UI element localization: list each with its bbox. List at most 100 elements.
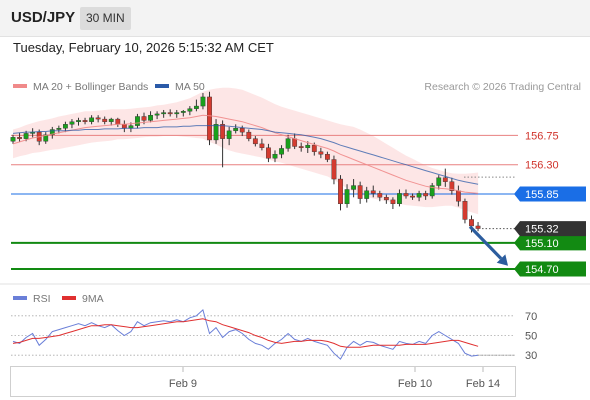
candle <box>200 93 206 110</box>
candle <box>226 126 232 146</box>
candle <box>193 99 199 112</box>
last-price-label: 155.32 <box>514 221 586 237</box>
candle <box>462 198 468 224</box>
candle-body <box>10 137 16 142</box>
candle-body <box>436 177 442 186</box>
candle <box>442 168 448 187</box>
copyright-text: Research © 2026 Trading Central <box>424 81 581 93</box>
candle-body <box>174 112 180 115</box>
candle <box>390 197 396 210</box>
candle-body <box>141 116 147 121</box>
timeframe-badge[interactable]: 30 MIN <box>80 7 131 30</box>
candle <box>17 132 22 142</box>
candle <box>10 134 16 144</box>
candle-body <box>89 117 95 122</box>
timestamp: Tuesday, February 10, 2026 5:15:32 AM CE… <box>13 40 274 55</box>
candle-body <box>246 131 252 139</box>
ma50-legend-swatch <box>155 84 169 88</box>
ma9-line <box>12 318 479 348</box>
candle-body <box>325 154 330 160</box>
candle-body <box>279 148 284 155</box>
candle-body <box>370 190 376 194</box>
candle-body <box>357 185 363 199</box>
candle <box>161 109 167 118</box>
candle-body <box>63 124 68 129</box>
candle <box>49 126 55 139</box>
candle <box>279 145 284 159</box>
candle <box>266 143 271 163</box>
projection-arrow-head <box>496 254 508 266</box>
candle-body <box>311 144 317 152</box>
candle <box>410 193 415 200</box>
candle <box>272 150 278 163</box>
ma50-line <box>12 125 479 185</box>
rsi-line <box>12 308 479 360</box>
candle <box>364 186 370 203</box>
rsi-legend-label: RSI <box>33 293 51 305</box>
candle-body <box>266 147 271 159</box>
candle-body <box>403 193 409 197</box>
candle <box>383 194 389 204</box>
candle-body <box>226 130 232 139</box>
candle <box>397 189 402 207</box>
ma9-legend-label: 9MA <box>82 293 104 305</box>
last-price-bg <box>514 221 586 237</box>
candle <box>423 190 429 200</box>
candle <box>285 134 291 152</box>
candle-body <box>180 111 186 113</box>
candle <box>76 117 81 126</box>
candle-body <box>187 108 193 112</box>
candle <box>167 109 173 117</box>
last-price-text: 155.32 <box>525 224 559 236</box>
candle-body <box>318 151 324 155</box>
level-tag-text: 154.70 <box>525 264 559 276</box>
level-label-155.10: 155.10 <box>514 235 586 251</box>
candle-body <box>383 197 389 201</box>
candle <box>102 116 108 125</box>
candle-body <box>344 189 350 205</box>
candle-body <box>220 124 225 139</box>
candle <box>351 179 356 198</box>
candle-body <box>469 219 474 227</box>
candle-body <box>102 118 108 122</box>
candle <box>89 115 95 125</box>
rsi-tick-50: 50 <box>525 331 537 343</box>
candle <box>305 141 311 153</box>
rsi-legend-swatch <box>13 296 27 300</box>
candle-body <box>49 129 55 135</box>
level-tag-bg <box>514 186 586 202</box>
candle-body <box>161 112 167 115</box>
bollinger-band-area <box>13 87 479 215</box>
candle-body <box>252 138 258 145</box>
candle <box>429 182 435 199</box>
candle <box>318 147 324 159</box>
candle <box>325 151 330 163</box>
symbol-title: USD/JPY <box>11 9 76 26</box>
candle <box>213 119 219 144</box>
candle <box>69 119 75 129</box>
candle-body <box>43 134 49 142</box>
candle <box>377 190 383 202</box>
candle-body <box>82 120 88 122</box>
candle-body <box>76 120 81 122</box>
time-tick-label: Feb 10 <box>398 378 432 390</box>
candle-body <box>154 113 160 116</box>
candle-body <box>233 128 239 132</box>
candle <box>246 129 252 142</box>
candle-body <box>475 225 481 229</box>
candle <box>187 106 193 116</box>
candle-body <box>462 200 468 220</box>
candle-body <box>17 137 22 139</box>
level-tag-bg <box>514 235 586 251</box>
candle <box>207 91 212 146</box>
candle <box>370 185 376 198</box>
ma9-legend-swatch <box>62 296 76 300</box>
candle-body <box>305 144 311 148</box>
candle <box>344 184 350 208</box>
candle <box>174 109 180 118</box>
level-tag-text: 155.85 <box>525 189 559 201</box>
candle-body <box>423 193 429 197</box>
candle-body <box>298 146 304 148</box>
candle-body <box>397 193 402 205</box>
